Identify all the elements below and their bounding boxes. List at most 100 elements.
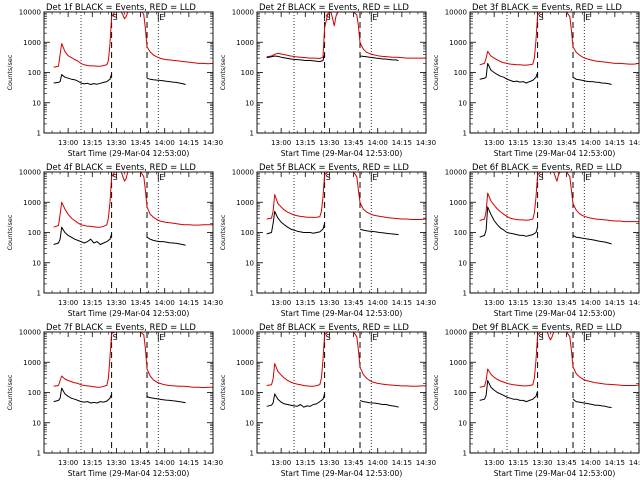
x-tick-label: 14:15 xyxy=(179,139,199,147)
y-axis-label: Counts/sec xyxy=(219,374,227,410)
chart-panel-9: Det 9f BLACK = Events, RED = LLD Counts/s… xyxy=(432,323,640,478)
x-tick-label: 14:15 xyxy=(179,459,199,467)
y-axis-label: Counts/sec xyxy=(6,374,14,410)
x-tick-label: 13:15 xyxy=(295,459,315,467)
x-tick-label: 14:30 xyxy=(203,139,223,147)
chart-title: Det 1f BLACK = Events, RED = LLD xyxy=(46,3,196,13)
chart-title: Det 9f BLACK = Events, RED = LLD xyxy=(472,323,622,333)
x-tick-label: 14:15 xyxy=(392,299,412,307)
y-tick-label: 1 xyxy=(463,450,467,458)
y-axis-label: Counts/sec xyxy=(432,54,440,90)
x-tick-label: 14:00 xyxy=(368,299,388,307)
chart-panel-5: Det 5f BLACK = Events, RED = LLD Counts/s… xyxy=(219,163,436,318)
y-tick-label: 1000 xyxy=(23,359,41,367)
x-axis-label: Start Time (29-Mar-04 12:53:00) xyxy=(494,469,616,478)
y-tick-label: 10000 xyxy=(445,9,467,17)
chart-title: Det 5f BLACK = Events, RED = LLD xyxy=(259,163,409,173)
y-tick-label: 100 xyxy=(241,229,254,237)
y-tick-label: 1 xyxy=(37,290,41,298)
x-tick-label: 14:00 xyxy=(581,459,601,467)
chart-panel-6: Det 6f BLACK = Events, RED = LLD Counts/s… xyxy=(432,163,640,318)
x-tick-label: 13:45 xyxy=(556,459,576,467)
series-events-line xyxy=(53,226,113,245)
series-lld-line xyxy=(479,12,639,66)
flag-label-e: E xyxy=(159,173,164,182)
plot-frame xyxy=(256,331,427,454)
x-tick-label: 14:15 xyxy=(392,139,412,147)
series-events-line xyxy=(359,399,399,408)
x-tick-label: 13:00 xyxy=(58,299,78,307)
y-tick-label: 10000 xyxy=(19,9,41,17)
series-events-line xyxy=(359,228,399,236)
x-tick-label: 13:00 xyxy=(484,299,504,307)
x-tick-label: 13:00 xyxy=(58,139,78,147)
series-lld-line xyxy=(266,172,426,220)
x-tick-label: 13:30 xyxy=(319,139,339,147)
y-tick-label: 1000 xyxy=(449,359,467,367)
x-tick-label: 13:15 xyxy=(82,139,102,147)
x-tick-label: 13:30 xyxy=(532,299,552,307)
chart-title: Det 6f BLACK = Events, RED = LLD xyxy=(472,163,622,173)
x-tick-label: 14:00 xyxy=(581,299,601,307)
series-events-line xyxy=(146,395,186,404)
y-tick-label: 10000 xyxy=(232,9,254,17)
x-tick-label: 14:00 xyxy=(155,299,175,307)
x-tick-label: 14:15 xyxy=(605,139,625,147)
x-tick-label: 14:00 xyxy=(155,139,175,147)
flag-label-s: S xyxy=(326,13,331,22)
x-tick-label: 13:00 xyxy=(484,459,504,467)
series-lld-line xyxy=(266,332,426,387)
y-axis-label: Counts/sec xyxy=(432,214,440,250)
x-axis-label: Start Time (29-Mar-04 12:53:00) xyxy=(281,469,403,478)
y-tick-label: 1000 xyxy=(236,359,254,367)
y-tick-label: 10 xyxy=(458,99,467,107)
flag-label-s: S xyxy=(539,13,544,22)
plot-frame xyxy=(43,11,214,134)
flag-label-e: E xyxy=(585,13,590,22)
y-tick-label: 100 xyxy=(241,69,254,77)
chart-panel-8: Det 8f BLACK = Events, RED = LLD Counts/s… xyxy=(219,323,436,478)
x-tick-label: 13:30 xyxy=(532,459,552,467)
y-tick-label: 10 xyxy=(245,99,254,107)
y-tick-label: 100 xyxy=(454,69,467,77)
y-tick-label: 10000 xyxy=(445,329,467,337)
x-tick-label: 13:15 xyxy=(508,459,528,467)
y-tick-label: 100 xyxy=(454,229,467,237)
series-events-line xyxy=(266,54,326,63)
y-tick-label: 1 xyxy=(250,290,254,298)
y-tick-label: 10000 xyxy=(232,169,254,177)
x-tick-label: 14:15 xyxy=(605,299,625,307)
y-tick-label: 100 xyxy=(28,69,41,77)
x-tick-label: 14:30 xyxy=(203,459,223,467)
chart-panel-2: Det 2f BLACK = Events, RED = LLD Counts/s… xyxy=(219,3,436,158)
x-tick-label: 13:45 xyxy=(130,139,150,147)
y-axis-label: Counts/sec xyxy=(6,54,14,90)
x-tick-label: 14:00 xyxy=(368,139,388,147)
x-tick-label: 13:15 xyxy=(295,139,315,147)
flag-label-s: S xyxy=(113,13,118,22)
x-tick-label: 13:30 xyxy=(106,139,126,147)
x-tick-label: 14:30 xyxy=(416,459,436,467)
y-tick-label: 10 xyxy=(32,259,41,267)
y-axis-label: Counts/sec xyxy=(219,54,227,90)
plot-frame xyxy=(256,171,427,294)
flag-label-e: E xyxy=(585,333,590,342)
x-tick-label: 14:30 xyxy=(203,299,223,307)
chart-panel-3: Det 3f BLACK = Events, RED = LLD Counts/s… xyxy=(432,3,640,158)
x-tick-label: 13:00 xyxy=(58,459,78,467)
y-tick-label: 1 xyxy=(37,450,41,458)
series-lld-line xyxy=(53,12,213,68)
series-events-line xyxy=(479,206,539,238)
series-lld-line xyxy=(53,332,213,389)
x-tick-label: 14:15 xyxy=(179,299,199,307)
series-events-line xyxy=(266,393,326,408)
x-tick-label: 13:45 xyxy=(343,299,363,307)
flag-label-e: E xyxy=(159,333,164,342)
y-tick-label: 10000 xyxy=(19,329,41,337)
flag-label-s: S xyxy=(113,333,118,342)
x-tick-label: 14:00 xyxy=(155,459,175,467)
x-tick-label: 14:15 xyxy=(605,459,625,467)
y-axis-label: Counts/sec xyxy=(432,374,440,410)
flag-label-s: S xyxy=(326,333,331,342)
